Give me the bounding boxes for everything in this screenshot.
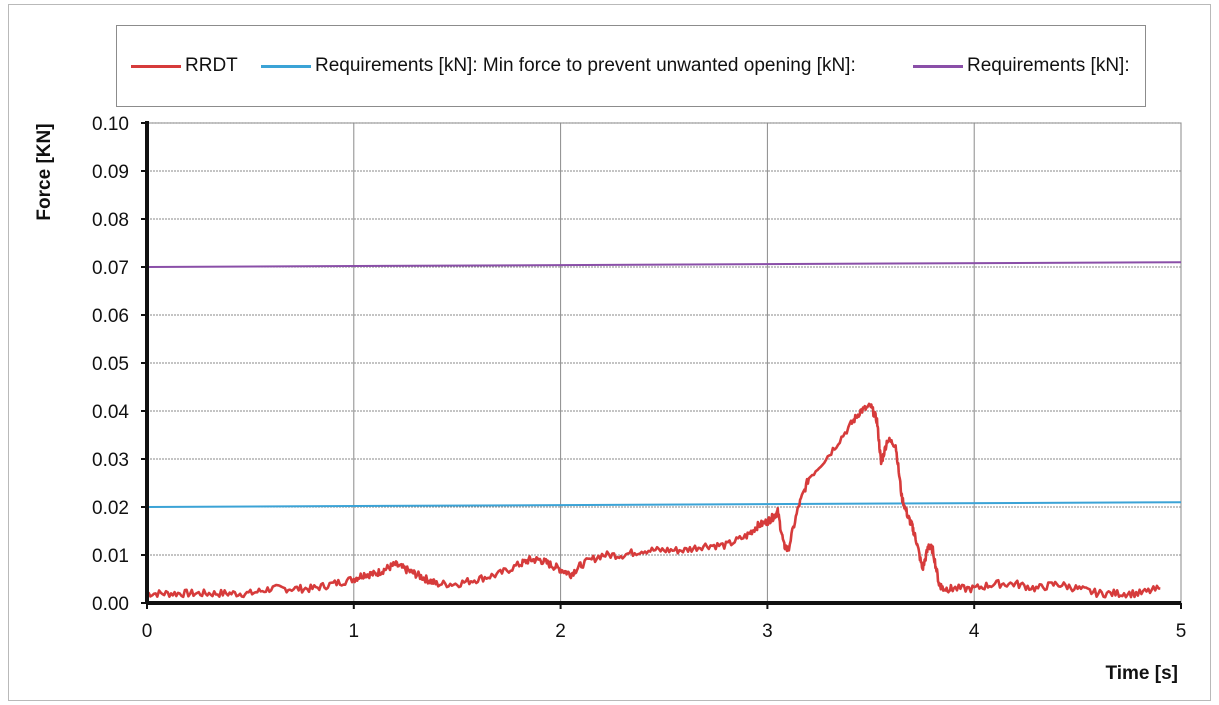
- series-line-requirements: [146, 261, 1182, 268]
- legend-item-rrdt: RRDT: [131, 55, 238, 77]
- chart-frame: [8, 4, 1211, 701]
- legend-item-requirements: Requirements [kN]:: [913, 55, 1130, 77]
- x-axis-title: Time [s]: [1105, 663, 1178, 684]
- legend-label-min-force: Requirements [kN]: Min force to prevent …: [315, 55, 856, 76]
- y-tick-label: 0.07: [92, 258, 129, 279]
- grid: [146, 122, 1182, 604]
- y-tick-label: 0.10: [92, 114, 129, 135]
- y-tick-label: 0.00: [92, 594, 129, 615]
- y-tick-label: 0.04: [92, 402, 129, 423]
- series-line-min-force: [146, 501, 1182, 508]
- series-line-rrdt: [146, 402, 1161, 599]
- y-axis-title: Force [KN]: [34, 123, 55, 220]
- x-tick-label: 2: [555, 621, 566, 642]
- series-layer: [146, 261, 1182, 599]
- y-tick-label: 0.08: [92, 210, 129, 231]
- legend-swatch-requirements: [913, 64, 963, 68]
- axes: [141, 121, 1182, 609]
- y-tick-label: 0.06: [92, 306, 129, 327]
- tick-labels: 0.00 0.01 0.02 0.03 0.04 0.05 0.06 0.07 0.08 0.09…: [92, 114, 1186, 642]
- y-tick-label: 0.01: [92, 546, 129, 567]
- legend-swatch-rrdt: [131, 64, 181, 68]
- y-tick-label: 0.03: [92, 450, 129, 471]
- legend-label-rrdt: RRDT: [185, 55, 238, 76]
- legend-item-min-force: Requirements [kN]: Min force to prevent …: [261, 55, 856, 77]
- y-tick-label: 0.05: [92, 354, 129, 375]
- legend: RRDT Requirements [kN]: Min force to pre…: [116, 25, 1146, 107]
- x-tick-label: 1: [349, 621, 360, 642]
- legend-label-requirements: Requirements [kN]:: [967, 55, 1130, 76]
- y-tick-label: 0.02: [92, 498, 129, 519]
- x-tick-label: 0: [142, 621, 153, 642]
- y-tick-label: 0.09: [92, 162, 129, 183]
- x-tick-label: 5: [1176, 621, 1187, 642]
- legend-swatch-min-force: [261, 64, 311, 68]
- x-tick-label: 3: [762, 621, 773, 642]
- x-tick-label: 4: [969, 621, 980, 642]
